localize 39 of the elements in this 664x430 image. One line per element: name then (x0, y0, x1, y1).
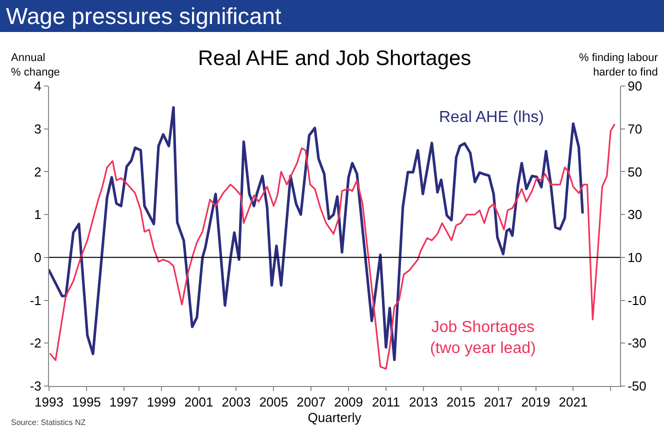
y-tick-label: -1 (30, 292, 42, 308)
x-tick-label: 2021 (558, 394, 588, 410)
x-tick-label: 2013 (408, 394, 438, 410)
y-tick-label: -2 (30, 336, 42, 351)
x-tick-label: 1997 (109, 394, 138, 410)
series-label: Real AHE (lhs) (439, 109, 544, 126)
y2-tick-label: 50 (628, 164, 642, 180)
y2-tick-label: 30 (628, 207, 642, 222)
text: Job Shortages (two year lead) (430, 319, 536, 357)
y2-tick-label: 10 (628, 250, 642, 265)
x-tick-label: 2011 (372, 394, 400, 410)
x-tick-label: 2015 (446, 394, 476, 410)
y-tick-label: 3 (34, 121, 42, 136)
x-tick-label: 1995 (72, 394, 101, 410)
y2-tick-label: -50 (628, 378, 646, 394)
chart-title: Wage pressures significant (0, 0, 664, 32)
x-tick-label: 2019 (521, 394, 550, 410)
y-tick-label: 4 (34, 78, 42, 94)
y2-tick-label: 90 (628, 78, 642, 94)
y2-axis-title: % finding labour harder to find (579, 52, 658, 78)
y2-tick-label: -10 (628, 292, 646, 308)
source-note: Source: Statistics NZ (11, 418, 86, 427)
y-tick-label: 0 (34, 250, 42, 265)
y2-tick-label: -30 (628, 336, 646, 351)
chart-subtitle: Real AHE and Job Shortages (198, 47, 472, 70)
x-tick-label: 2005 (259, 394, 288, 410)
x-tick-label: 2001 (184, 394, 214, 410)
x-tick-label: 2017 (484, 394, 513, 410)
x-tick-label: 2009 (334, 394, 363, 410)
y-tick-label: 2 (34, 164, 42, 180)
x-tick-label: 1993 (34, 394, 64, 410)
y-axis-title: Annual % change (11, 52, 60, 78)
x-tick-label: 1999 (146, 394, 176, 410)
x-tick-label: 2003 (222, 394, 251, 410)
y-tick-label: -3 (30, 378, 42, 394)
y-tick-label: 1 (34, 207, 42, 222)
x-tick-label: 2007 (296, 394, 326, 410)
y2-tick-label: 70 (628, 121, 642, 136)
x-axis-title: Quarterly (308, 410, 362, 426)
